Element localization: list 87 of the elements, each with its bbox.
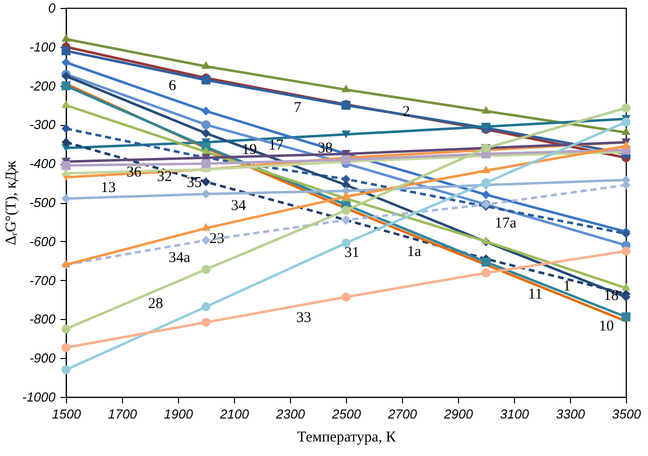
x-tick-label: 2500 (331, 406, 362, 422)
point (62, 100, 70, 108)
annotation: 6 (168, 78, 177, 94)
y-tick-label: -900 (29, 350, 56, 366)
point (202, 302, 210, 312)
point (202, 61, 210, 69)
point (202, 223, 210, 231)
y-tick-label: -500 (29, 195, 56, 210)
point (62, 46, 70, 56)
point (202, 120, 210, 130)
point (202, 236, 210, 245)
point (202, 159, 210, 168)
annotation: 10 (598, 318, 614, 334)
point (622, 118, 630, 126)
y-tick-label: -800 (29, 312, 56, 327)
annotation: 33 (296, 310, 312, 326)
point (482, 178, 490, 188)
annotation: 13 (100, 180, 116, 196)
y-tick-label: -600 (29, 234, 56, 249)
point (342, 206, 350, 215)
y-tick-label: -200 (29, 78, 56, 94)
annotation: 35 (186, 174, 202, 191)
point (622, 127, 630, 136)
y-tick-label: 0 (48, 0, 56, 16)
point (342, 130, 350, 138)
annotation: 32 (157, 168, 172, 185)
annotation: 11 (528, 286, 543, 302)
point (62, 365, 70, 374)
point (62, 124, 70, 134)
y-axis-title: ΔᵣG°(T), кДж (3, 160, 20, 246)
point (202, 264, 210, 274)
x-tick-label: 1900 (164, 406, 194, 422)
point (482, 258, 490, 266)
y-tick-label: -300 (29, 117, 56, 132)
x-tick-label: 1700 (108, 406, 138, 422)
point (202, 177, 210, 186)
point (482, 190, 490, 200)
y-tick-label: -700 (29, 272, 56, 288)
x-tick-label: 3100 (500, 406, 530, 422)
point (202, 128, 210, 138)
point (62, 58, 70, 67)
annotation: 28 (148, 296, 164, 312)
point (62, 343, 70, 352)
point (622, 104, 630, 112)
annotation: 7 (294, 100, 302, 116)
point (62, 194, 70, 204)
point (482, 165, 490, 174)
point (622, 282, 630, 291)
point (622, 246, 630, 256)
x-tick-label: 2300 (275, 406, 306, 422)
annotation: 34 (230, 198, 246, 214)
point (622, 292, 630, 302)
x-tick-label: 1500 (52, 406, 82, 422)
point (482, 236, 490, 244)
point (622, 180, 630, 190)
annotation: 17a (494, 215, 517, 232)
point (342, 238, 350, 248)
point (622, 312, 630, 322)
x-axis-title: Температура, К (297, 430, 397, 446)
x-tick-label: 3300 (556, 406, 586, 422)
annotation: 36 (126, 164, 142, 181)
x-tick-label: 2700 (387, 406, 418, 422)
annotation: 31 (344, 245, 360, 262)
point (62, 81, 70, 90)
point (342, 84, 350, 92)
point (482, 268, 490, 278)
y-tick-label: -400 (29, 156, 56, 172)
point (62, 324, 70, 334)
x-tick-label: 2100 (219, 406, 250, 422)
x-tick-label: 2900 (443, 406, 474, 422)
point (202, 189, 210, 198)
point (202, 106, 210, 116)
y-tick-label: -1000 (22, 390, 56, 404)
annotation: 18 (604, 288, 619, 304)
annotation: 23 (209, 230, 224, 247)
point (202, 318, 210, 327)
point (622, 140, 630, 149)
x-tick-label: 3500 (612, 406, 642, 422)
annotation: 1a (406, 244, 422, 260)
point (62, 138, 70, 147)
point (482, 106, 490, 114)
point (342, 292, 350, 302)
annotation: 34a (168, 250, 191, 266)
annotation: 1 (563, 278, 571, 295)
y-tick-label: -100 (29, 39, 56, 54)
point (62, 161, 70, 170)
point (62, 34, 70, 42)
